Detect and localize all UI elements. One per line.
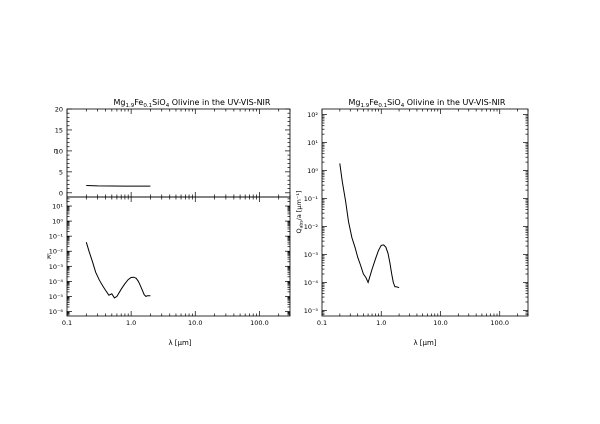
y-tick-label: 10⁻⁴ bbox=[49, 278, 64, 286]
y-tick-label: 10⁻⁶ bbox=[49, 308, 64, 316]
right-x-axis-label: λ [μm] bbox=[413, 339, 436, 347]
y-tick-label: 10⁻² bbox=[49, 248, 64, 256]
y-tick-label: 10⁻⁴ bbox=[304, 279, 319, 287]
qabs-axis-label: Qabs/a [μm⁻¹] bbox=[295, 191, 305, 234]
n-axis-label: n bbox=[54, 147, 58, 155]
y-tick-label: 10⁻² bbox=[304, 223, 319, 231]
y-tick-label: 10⁻³ bbox=[304, 251, 319, 259]
y-tick-label: 10⁻⁵ bbox=[49, 293, 64, 301]
n-series-line bbox=[86, 185, 151, 187]
left-x-axis-label: λ [μm] bbox=[168, 339, 191, 347]
y-tick-label: 5 bbox=[59, 168, 63, 176]
y-tick-label: 20 bbox=[55, 106, 63, 114]
x-tick-label: 100.0 bbox=[250, 319, 269, 327]
qabs-series-line bbox=[339, 163, 400, 289]
k-panel: 10¹ 10⁰ 10⁻¹ 10⁻² 10⁻³ 10⁻⁴ 10⁻⁵ 10⁻⁶ k 0.1 1.0 1… bbox=[47, 196, 291, 347]
y-tick-label: 10⁻³ bbox=[49, 263, 64, 271]
n-panel: 0 5 10 15 20 n bbox=[54, 106, 291, 198]
x-tick-label: 0.1 bbox=[317, 319, 327, 327]
k-series-line bbox=[85, 242, 151, 299]
n-panel-frame bbox=[66, 108, 291, 198]
y-tick-label: 10⁻¹ bbox=[304, 195, 319, 203]
x-tick-label: 10.0 bbox=[188, 319, 202, 327]
left-chart-title: Mg1.9Fe0.1SiO4 Olivine in the UV-VIS-NIR bbox=[114, 98, 271, 109]
x-tick-label: 100.0 bbox=[490, 319, 509, 327]
qabs-panel-frame bbox=[321, 108, 529, 317]
x-tick-label: 10.0 bbox=[433, 319, 447, 327]
k-axis-label: k bbox=[47, 253, 52, 261]
y-tick-label: 0 bbox=[59, 189, 63, 197]
y-tick-label: 10² bbox=[307, 111, 318, 119]
k-panel-frame bbox=[66, 196, 291, 317]
y-tick-label: 10 bbox=[55, 147, 63, 155]
y-tick-label: 10⁰ bbox=[307, 167, 318, 175]
y-tick-label: 10⁻⁵ bbox=[304, 307, 319, 315]
y-tick-label: 10¹ bbox=[307, 139, 318, 147]
x-tick-label: 1.0 bbox=[376, 319, 386, 327]
right-chart-title: Mg1.9Fe0.1SiO4 Olivine in the UV-VIS-NIR bbox=[349, 98, 506, 109]
y-tick-label: 10⁰ bbox=[52, 218, 63, 226]
x-tick-label: 0.1 bbox=[62, 319, 72, 327]
y-tick-label: 10¹ bbox=[52, 203, 63, 211]
x-tick-label: 1.0 bbox=[126, 319, 136, 327]
qabs-panel: 10² 10¹ 10⁰ 10⁻¹ 10⁻² 10⁻³ 10⁻⁴ 10⁻⁵ Qabs/a [μm… bbox=[295, 108, 529, 347]
y-tick-label: 10⁻¹ bbox=[49, 233, 64, 241]
y-tick-label: 15 bbox=[55, 126, 63, 134]
